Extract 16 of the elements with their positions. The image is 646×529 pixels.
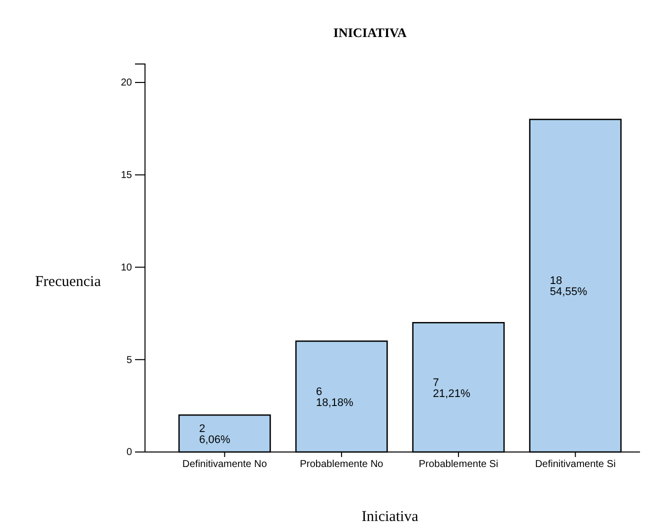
chart-title: INICIATIVA [333,25,408,40]
y-axis-title: Frecuencia [35,274,102,290]
x-tick-label: Definitivamente Si [535,459,616,470]
x-tick-label: Probablemente No [300,459,384,470]
data-label: 2 6,06% [199,423,230,446]
y-tick-label: 15 [120,170,132,182]
data-label: 7 21,21% [432,376,470,400]
y-tick-label: 10 [120,262,132,274]
y-tick-label: 0 [126,447,132,458]
y-tick-label: 20 [120,78,132,89]
x-tick-label: Probablemente Si [418,459,498,470]
data-label: 18 54,55% [550,275,588,298]
data-label: 6 18,18% [316,386,354,410]
y-tick-label: 5 [126,354,132,366]
x-axis-title: Iniciativa [362,509,419,525]
x-tick-label: Definitivamente No [182,459,268,470]
